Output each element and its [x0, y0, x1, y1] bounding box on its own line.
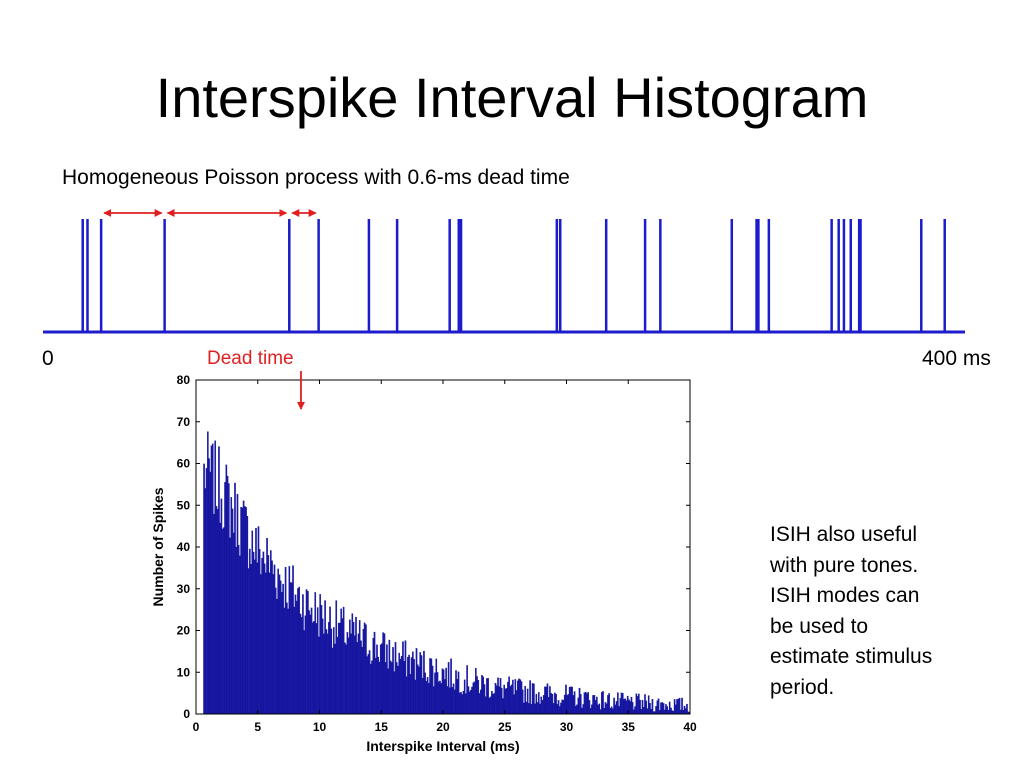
- y-axis-ticks: 0 10 20 30 40 50 60 70 80: [177, 373, 690, 721]
- side-note-line: with pure tones.: [770, 553, 919, 577]
- side-note-line: estimate stimulus: [770, 645, 933, 668]
- y-tick-label: 30: [177, 582, 191, 596]
- x-tick-label: 10: [313, 720, 327, 734]
- y-tick-label: 60: [177, 457, 191, 471]
- x-tick-label: 25: [498, 720, 512, 734]
- x-axis-ticks: 0 5 10 15 20 25 30 35 40: [193, 380, 697, 734]
- x-tick-label: 35: [622, 720, 636, 734]
- y-axis-label: Number of Spikes: [150, 487, 166, 606]
- x-tick-label: 5: [254, 720, 261, 734]
- side-note: ISIH also useful with pure tones. ISIH m…: [770, 520, 1010, 703]
- spike-train-spikes: [81, 219, 946, 332]
- y-tick-label: 0: [183, 707, 190, 721]
- y-tick-label: 50: [177, 498, 191, 512]
- x-axis-label: Interspike Interval (ms): [366, 738, 519, 754]
- x-tick-label: 0: [193, 720, 200, 734]
- slide-title: Interspike Interval Histogram: [155, 66, 869, 129]
- x-tick-label: 40: [683, 720, 697, 734]
- dead-time-label: Dead time: [207, 348, 294, 369]
- y-tick-label: 80: [177, 373, 191, 387]
- side-note-line: be used to: [770, 614, 869, 638]
- side-note-line: ISIH modes can: [770, 584, 920, 607]
- time-axis-end-label: 400 ms: [922, 347, 991, 370]
- y-tick-label: 40: [177, 540, 191, 554]
- y-tick-label: 10: [177, 665, 191, 679]
- x-tick-label: 20: [436, 720, 450, 734]
- x-tick-label: 15: [375, 720, 389, 734]
- time-axis-start-label: 0: [42, 347, 54, 370]
- histogram-bars: [203, 431, 691, 715]
- x-tick-label: 30: [560, 720, 574, 734]
- side-note-line: ISIH also useful: [770, 523, 918, 546]
- spike-train-caption: Homogeneous Poisson process with 0.6-ms …: [62, 166, 570, 189]
- y-tick-label: 70: [177, 415, 191, 429]
- side-note-line: period.: [770, 675, 835, 699]
- y-tick-label: 20: [177, 624, 191, 638]
